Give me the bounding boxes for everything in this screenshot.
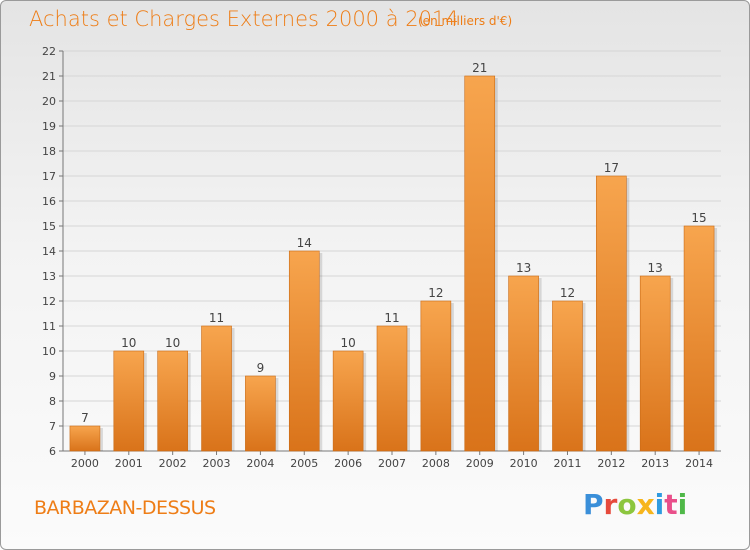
bar-value-label: 10 (121, 336, 136, 350)
y-tick-label: 15 (42, 220, 56, 233)
x-tick-label: 2010 (510, 457, 538, 470)
brand-letter: r (603, 488, 618, 521)
y-tick-label: 10 (42, 345, 56, 358)
y-tick-label: 22 (42, 45, 56, 58)
x-tick-label: 2004 (246, 457, 274, 470)
bar-value-label: 17 (604, 161, 619, 175)
brand-letter: o (617, 488, 637, 521)
bar (552, 300, 583, 452)
bar-value-label: 12 (428, 286, 443, 300)
x-tick-label: 2007 (378, 457, 406, 470)
bar-value-label: 14 (297, 236, 312, 250)
y-tick-label: 21 (42, 70, 56, 83)
y-tick-label: 8 (49, 395, 56, 408)
bar (113, 350, 145, 452)
y-tick-label: 12 (42, 295, 56, 308)
x-tick-label: 2012 (597, 457, 625, 470)
y-tick-label: 11 (42, 320, 56, 333)
bar (596, 175, 627, 452)
bar (683, 225, 715, 452)
bar-value-label: 12 (560, 286, 575, 300)
y-tick-label: 18 (42, 145, 56, 158)
y-tick-label: 14 (42, 245, 56, 258)
y-tick-label: 13 (42, 270, 56, 283)
chart-title: Achats et Charges Externes 2000 à 2014 (29, 7, 459, 31)
bar-value-label: 11 (384, 311, 399, 325)
bar (376, 325, 408, 452)
brand-letter: t (664, 488, 678, 521)
x-tick-label: 2014 (685, 457, 713, 470)
bar (245, 375, 276, 452)
y-tick-label: 20 (42, 95, 56, 108)
y-tick-label: 9 (49, 370, 56, 383)
x-tick-label: 2009 (466, 457, 494, 470)
y-tick-label: 7 (49, 420, 56, 433)
bar-value-label: 10 (340, 336, 355, 350)
brand-letter: x (636, 488, 655, 521)
bar-value-label: 15 (691, 211, 706, 225)
brand-letter: i (677, 488, 688, 521)
y-tick-label: 17 (42, 170, 56, 183)
bar (508, 275, 539, 452)
x-tick-label: 2013 (641, 457, 669, 470)
x-tick-label: 2011 (553, 457, 581, 470)
bar (639, 275, 671, 452)
y-tick-label: 6 (49, 445, 56, 458)
x-tick-label: 2003 (203, 457, 231, 470)
x-tick-label: 2000 (71, 457, 99, 470)
y-tick-label: 19 (42, 120, 56, 133)
bar (420, 300, 452, 452)
bar-value-label: 21 (472, 61, 487, 75)
x-tick-label: 2008 (422, 457, 450, 470)
x-tick-label: 2005 (290, 457, 318, 470)
bar-value-label: 13 (516, 261, 531, 275)
bar (201, 325, 232, 452)
y-tick-label: 16 (42, 195, 56, 208)
brand-letter: P (583, 488, 604, 521)
x-tick-label: 2002 (159, 457, 187, 470)
bar-value-label: 11 (209, 311, 224, 325)
bar-value-label: 13 (648, 261, 663, 275)
bar (464, 75, 496, 452)
brand-logo: Proxiti (583, 488, 687, 521)
bar (69, 425, 101, 452)
bar (332, 350, 364, 452)
x-tick-label: 2006 (334, 457, 362, 470)
bar-value-label: 7 (81, 411, 89, 425)
x-tick-label: 2001 (115, 457, 143, 470)
brand-letter: i (654, 488, 665, 521)
bar (157, 350, 188, 452)
bar-value-label: 10 (165, 336, 180, 350)
location-name: BARBAZAN-DESSUS (34, 497, 216, 519)
bar-value-label: 9 (257, 361, 265, 375)
chart-subtitle: (en milliers d'€) (418, 14, 513, 28)
bar (288, 250, 320, 452)
